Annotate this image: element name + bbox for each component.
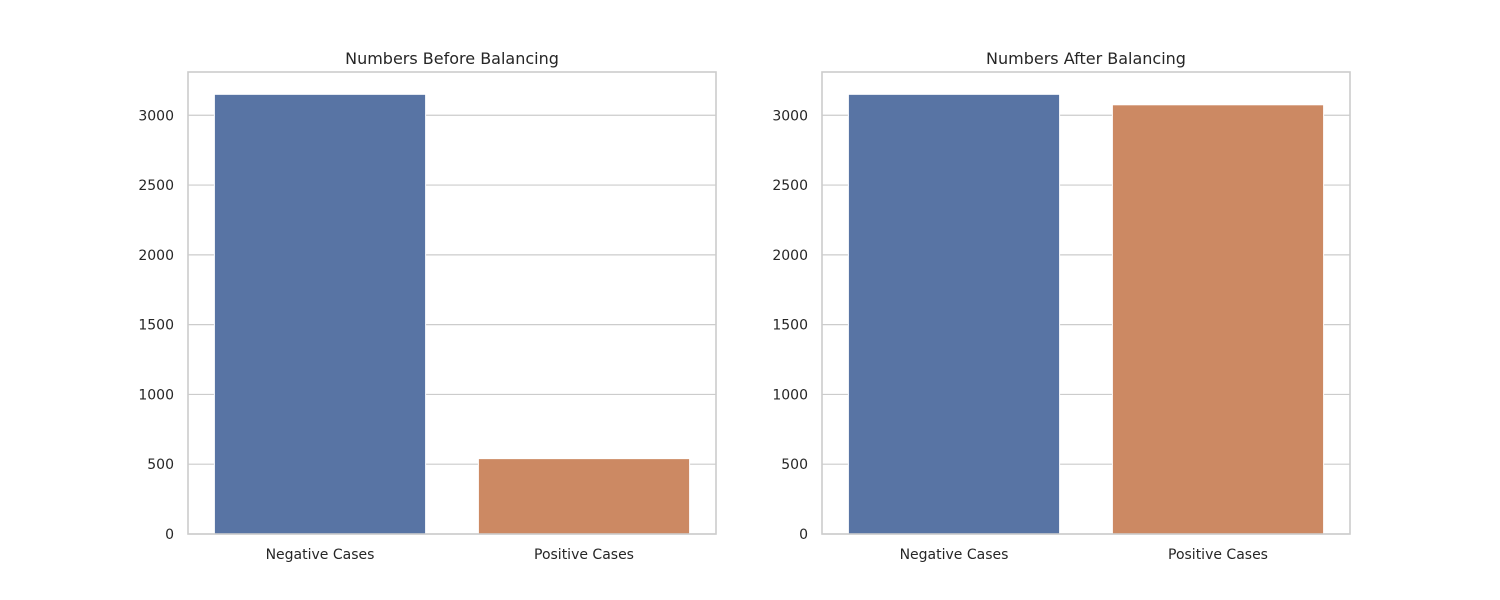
y-tick-label: 1000 [138,387,174,403]
chart-title: Numbers Before Balancing [345,49,559,68]
bar-negative-cases [847,93,1061,535]
y-tick-label: 2000 [138,248,174,264]
y-tick-label: 3000 [138,108,174,124]
x-tick-label: Negative Cases [900,547,1009,563]
y-tick-label: 3000 [772,108,808,124]
x-tick-label: Positive Cases [534,547,634,563]
y-tick-label: 500 [781,457,808,473]
y-tick-label: 2500 [772,178,808,194]
y-tick-label: 1500 [138,318,174,334]
y-tick-label: 2000 [772,248,808,264]
chart-after-balancing: Numbers After Balancing 0 500 1000 1500 2000… [772,49,1351,563]
y-tick-label: 1000 [772,387,808,403]
y-tick-label: 500 [147,457,174,473]
x-tick-label: Positive Cases [1168,547,1268,563]
chart-before-balancing: Numbers Before Balancing 0 500 1000 1500 200… [138,49,717,563]
y-tick-label: 0 [165,527,174,543]
y-tick-label: 0 [799,527,808,543]
chart-title: Numbers After Balancing [986,49,1186,68]
plot-frame [821,71,1351,535]
x-tick-label: Negative Cases [266,547,375,563]
bar-positive-cases [1111,104,1325,535]
y-tick-label: 1500 [772,318,808,334]
bar-positive-cases [477,458,691,535]
bar-negative-cases [213,93,427,535]
plot-frame [187,71,717,535]
y-tick-label: 2500 [138,178,174,194]
